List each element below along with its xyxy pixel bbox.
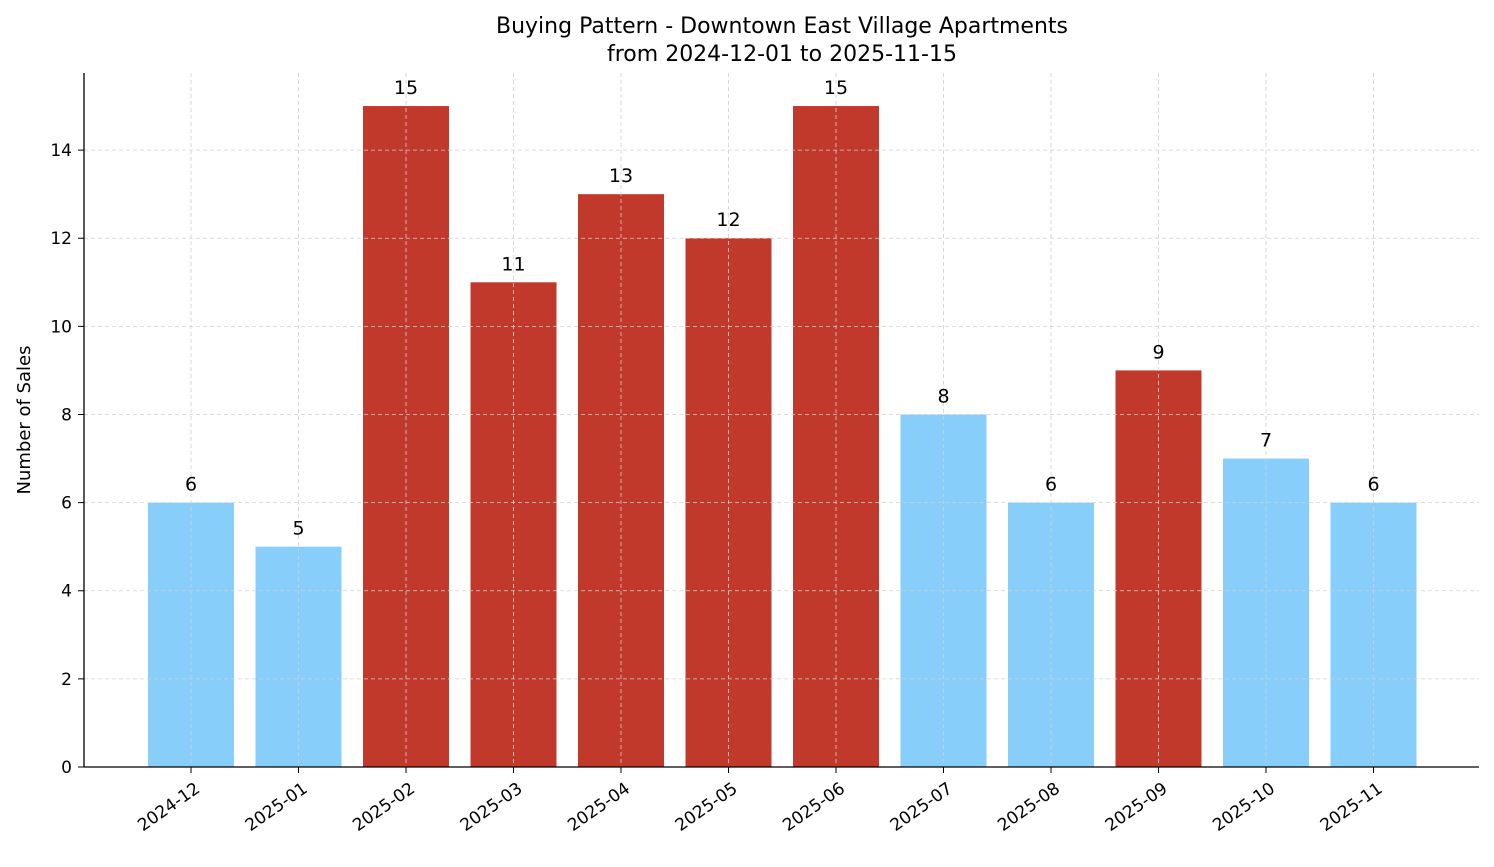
data-label: 5: [292, 518, 304, 540]
y-tick-label: 4: [61, 582, 72, 602]
data-label: 9: [1152, 341, 1164, 363]
bars: [148, 106, 1417, 768]
data-label: 6: [1367, 474, 1379, 496]
y-tick-label: 14: [50, 141, 72, 161]
chart-title: Buying Pattern - Downtown East Village A…: [496, 14, 1068, 39]
x-tick-label: 2025-09: [1102, 779, 1172, 836]
data-label: 13: [609, 165, 633, 187]
x-tick-label: 2025-10: [1209, 779, 1279, 836]
data-label: 15: [824, 77, 848, 99]
x-tick-label: 2025-08: [994, 779, 1064, 836]
y-tick-label: 6: [61, 494, 72, 514]
chart-subtitle: from 2024-12-01 to 2025-11-15: [607, 42, 957, 67]
x-tick-label: 2025-02: [349, 779, 419, 836]
x-tick-label: 2025-03: [457, 779, 527, 836]
y-tick-label: 2: [61, 670, 72, 690]
y-tick-label: 12: [50, 229, 72, 249]
data-label: 12: [716, 209, 740, 231]
y-axis-label: Number of Sales: [14, 345, 35, 494]
data-label: 8: [937, 385, 949, 407]
x-tick-label: 2025-05: [672, 779, 742, 836]
y-tick-label: 0: [61, 758, 72, 778]
y-tick-label: 8: [61, 405, 72, 425]
data-label: 11: [501, 253, 525, 275]
x-tick-label: 2025-01: [242, 779, 312, 836]
bar: [363, 106, 449, 768]
data-labels: 6 5 15 11 13 12 15 8 6 9 7 6: [185, 77, 1380, 540]
bar: [793, 106, 879, 768]
x-tick-label: 2024-12: [134, 779, 204, 836]
data-label: 6: [185, 474, 197, 496]
bar: [1115, 370, 1202, 767]
data-label: 15: [394, 77, 418, 99]
x-tick-label: 2025-11: [1317, 779, 1387, 836]
y-tick-label: 10: [50, 317, 72, 337]
x-tick-label: 2025-06: [779, 779, 849, 836]
x-tick-label: 2025-07: [887, 779, 957, 836]
data-label: 6: [1045, 474, 1057, 496]
x-tick-label: 2025-04: [564, 779, 634, 836]
data-label: 7: [1260, 430, 1272, 452]
grid: [84, 73, 1479, 768]
